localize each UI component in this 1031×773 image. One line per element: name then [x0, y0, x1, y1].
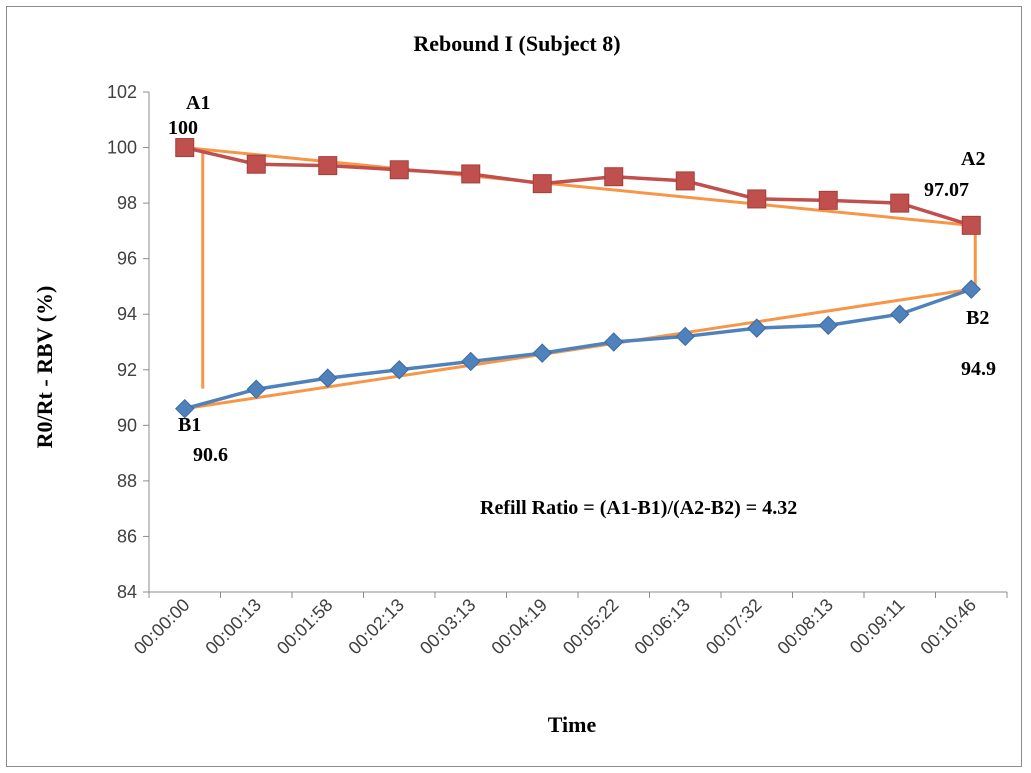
series-line-2 [184, 287, 972, 411]
x-tick-label: 00:03:13 [416, 595, 480, 659]
x-tick-label: 00:04:19 [487, 595, 551, 659]
chart-title: Rebound I (Subject 8) [413, 31, 620, 56]
y-tick-label: 94 [117, 304, 137, 324]
series-point [961, 279, 981, 299]
y-tick-label: 84 [117, 582, 137, 602]
annotation-a1-label: A1 [186, 92, 210, 114]
x-tick-label: 00:00:13 [201, 595, 265, 659]
x-ticks: 00:00:00 00:00:13 00:01:58 00:02:13 00:03:13… [130, 592, 1008, 659]
series-point [389, 360, 409, 380]
series-point [961, 215, 981, 235]
x-axis-title: Time [548, 712, 597, 737]
y-tick-label: 102 [107, 82, 137, 102]
series-point [246, 154, 266, 174]
annotation-a2-value: 97.07 [924, 179, 969, 201]
series-point [747, 318, 767, 338]
series-point [461, 351, 481, 372]
series-point [318, 156, 338, 176]
y-tick-label: 92 [117, 360, 137, 380]
annotation-b1-label: B1 [178, 414, 201, 436]
series-point [604, 332, 624, 352]
chart-frame [6, 6, 1022, 767]
y-tick-label: 98 [117, 193, 137, 213]
trend-line-top [184, 146, 972, 227]
series-point [318, 368, 338, 388]
series-point [532, 174, 552, 194]
y-tick-label: 90 [117, 415, 137, 435]
y-tick-label: 96 [117, 249, 137, 269]
series-point [175, 138, 195, 158]
series-line-1 [184, 145, 972, 228]
series-point [675, 326, 695, 347]
y-axis-title: R0/Rt - RBV (%) [32, 286, 57, 449]
trend-lines [184, 146, 977, 411]
annotation-b2-value: 94.9 [961, 358, 996, 380]
series-point [747, 189, 767, 209]
series-point [890, 304, 910, 324]
series-point [818, 190, 838, 210]
x-tick-label: 00:06:13 [630, 595, 694, 659]
series-point [532, 343, 552, 363]
x-tick-label: 00:05:22 [559, 595, 623, 659]
x-tick-label: 00:10:46 [916, 595, 980, 659]
y-ticks: 84 86 88 90 92 94 96 98 100 102 [107, 82, 149, 602]
annotation-a2-label: A2 [961, 148, 985, 170]
series-point [389, 160, 409, 180]
annotation-a1-value: 100 [168, 117, 198, 139]
x-tick-label: 00:09:11 [846, 595, 909, 658]
y-tick-label: 100 [107, 138, 137, 158]
x-tick-label: 00:01:58 [273, 595, 337, 659]
x-tick-label: 00:07:32 [702, 595, 766, 659]
refill-ratio-formula: Refill Ratio = (A1-B1)/(A2-B2) = 4.32 [480, 497, 797, 519]
series-point [818, 315, 838, 336]
x-tick-label: 00:00:00 [130, 595, 194, 659]
series-point [175, 398, 195, 419]
series-point [461, 164, 481, 184]
x-tick-label: 00:08:13 [773, 595, 837, 659]
series-point [604, 167, 624, 187]
annotation-b1-value: 90.6 [193, 444, 228, 466]
series-point [890, 193, 910, 213]
series-point [675, 171, 695, 191]
series-point [246, 379, 266, 399]
x-tick-label: 00:02:13 [344, 595, 408, 659]
annotation-b2-label: B2 [966, 307, 989, 329]
y-tick-label: 86 [117, 526, 137, 546]
y-tick-label: 88 [117, 471, 137, 491]
series-layer [175, 138, 981, 419]
